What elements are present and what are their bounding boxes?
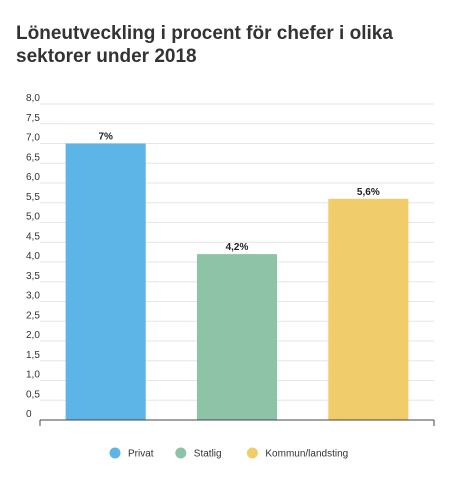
y-tick-label: 8,0 <box>26 93 40 104</box>
y-tick-label: 0 <box>26 409 32 420</box>
y-tick-label: 4,5 <box>26 231 40 242</box>
chart-title: Löneutveckling i procent för chefer i ol… <box>16 23 393 67</box>
y-tick-label: 3,5 <box>26 271 40 282</box>
y-tick-label: 5,0 <box>26 212 40 223</box>
legend-marker <box>246 447 258 459</box>
y-tick-label: 2,0 <box>26 330 40 341</box>
x-axis <box>39 419 435 426</box>
legend-marker <box>175 447 187 459</box>
y-tick-label: 6,0 <box>26 172 40 183</box>
y-tick-label: 7,0 <box>26 133 40 144</box>
bar-2 <box>196 254 278 420</box>
y-tick-label: 5,5 <box>26 192 40 203</box>
legend-marker <box>109 447 121 459</box>
y-tick-label: 3,0 <box>26 291 40 302</box>
bar-3 <box>328 198 409 420</box>
y-tick-label: 1,0 <box>26 370 40 381</box>
data-label: 4,2% <box>226 242 249 253</box>
legend-label: Privat <box>128 449 154 460</box>
legend: Privat Statlig Kommun/landsting <box>109 447 348 460</box>
y-tick-label: 6,5 <box>26 152 40 163</box>
legend-label: Kommun/landsting <box>265 449 348 460</box>
y-tick-label: 4,0 <box>26 251 40 262</box>
data-labels: 7% 4,2% 5,6% <box>98 132 379 254</box>
y-tick-label: 2,5 <box>26 310 40 321</box>
y-tick-label: 0,5 <box>26 389 40 400</box>
y-tick-label: 7,5 <box>26 113 40 124</box>
y-axis-ticks: 0 0,5 1,0 1,5 2,0 2,5 3,0 3,5 4,0 4,5 5,0 5,5 6,0 6,5… <box>26 93 40 420</box>
bars <box>65 143 409 420</box>
data-label: 5,6% <box>357 187 380 198</box>
data-label: 7% <box>98 132 113 143</box>
legend-label: Statlig <box>194 449 222 460</box>
bar-1 <box>65 143 146 420</box>
y-tick-label: 1,5 <box>26 350 40 361</box>
